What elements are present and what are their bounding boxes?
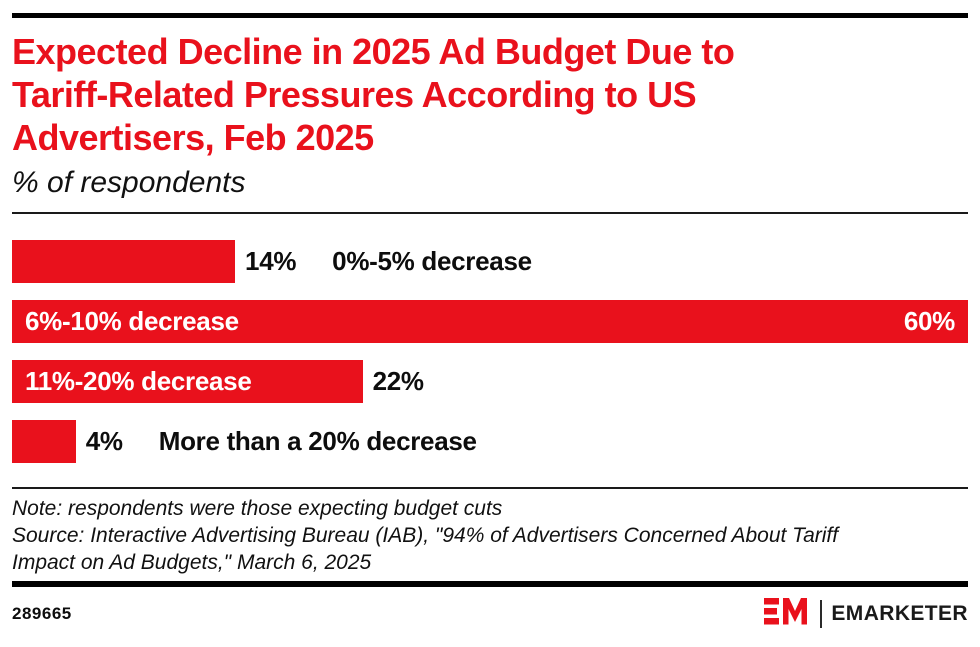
bar-category-label: 6%-10% decrease bbox=[25, 306, 239, 336]
footer: 289665 EMARKETER bbox=[12, 596, 968, 631]
chart-title: Expected Decline in 2025 Ad Budget Due t… bbox=[12, 30, 968, 159]
bar-row: 11%-20% decrease 22% bbox=[12, 360, 968, 403]
bar-category-label: 0%-5% decrease bbox=[332, 246, 532, 276]
chart-subtitle: % of respondents bbox=[12, 166, 246, 199]
bar-row: 14% 0%-5% decrease bbox=[12, 240, 968, 283]
source-text-line-1: Source: Interactive Advertising Bureau (… bbox=[12, 524, 839, 547]
bar: 6%-10% decrease 60% bbox=[12, 300, 968, 343]
note-text: Note: respondents were those expecting b… bbox=[12, 497, 503, 520]
emarketer-logo: EMARKETER bbox=[764, 596, 968, 631]
bar-value-label: 14% bbox=[245, 246, 297, 276]
chart-id: 289665 bbox=[12, 603, 72, 623]
bar-chart: 14% 0%-5% decrease 6%-10% decrease 60% 11%-2… bbox=[12, 240, 968, 463]
source-text-line-2: Impact on Ad Budgets," March 6, 2025 bbox=[12, 551, 372, 574]
emarketer-monogram-icon bbox=[764, 596, 812, 631]
chart-page: Expected Decline in 2025 Ad Budget Due t… bbox=[0, 13, 980, 631]
bar-value-label: 22% bbox=[372, 366, 424, 396]
footnote-block: Note: respondents were those expecting b… bbox=[12, 495, 968, 576]
bar-value-label: 60% bbox=[903, 306, 955, 336]
bar-value-label: 4% bbox=[85, 426, 123, 456]
bar-category-label: 11%-20% decrease bbox=[25, 366, 252, 396]
bottom-rule bbox=[12, 581, 968, 587]
bar-row: 4% More than a 20% decrease bbox=[12, 420, 968, 463]
bar-row: 6%-10% decrease 60% bbox=[12, 300, 968, 343]
chart-title-line-3: Advertisers, Feb 2025 bbox=[12, 117, 374, 158]
bar: 11%-20% decrease bbox=[12, 360, 363, 403]
header-divider bbox=[12, 212, 968, 214]
bar bbox=[12, 240, 236, 283]
logo-divider bbox=[820, 599, 823, 628]
bar bbox=[12, 420, 76, 463]
top-rule bbox=[12, 13, 968, 18]
bar-category-label: More than a 20% decrease bbox=[158, 426, 477, 456]
brand-name: EMARKETER bbox=[831, 601, 968, 625]
chart-title-line-1: Expected Decline in 2025 Ad Budget Due t… bbox=[12, 31, 735, 72]
chart-title-line-2: Tariff-Related Pressures According to US bbox=[12, 74, 697, 115]
footnote-divider bbox=[12, 487, 968, 489]
